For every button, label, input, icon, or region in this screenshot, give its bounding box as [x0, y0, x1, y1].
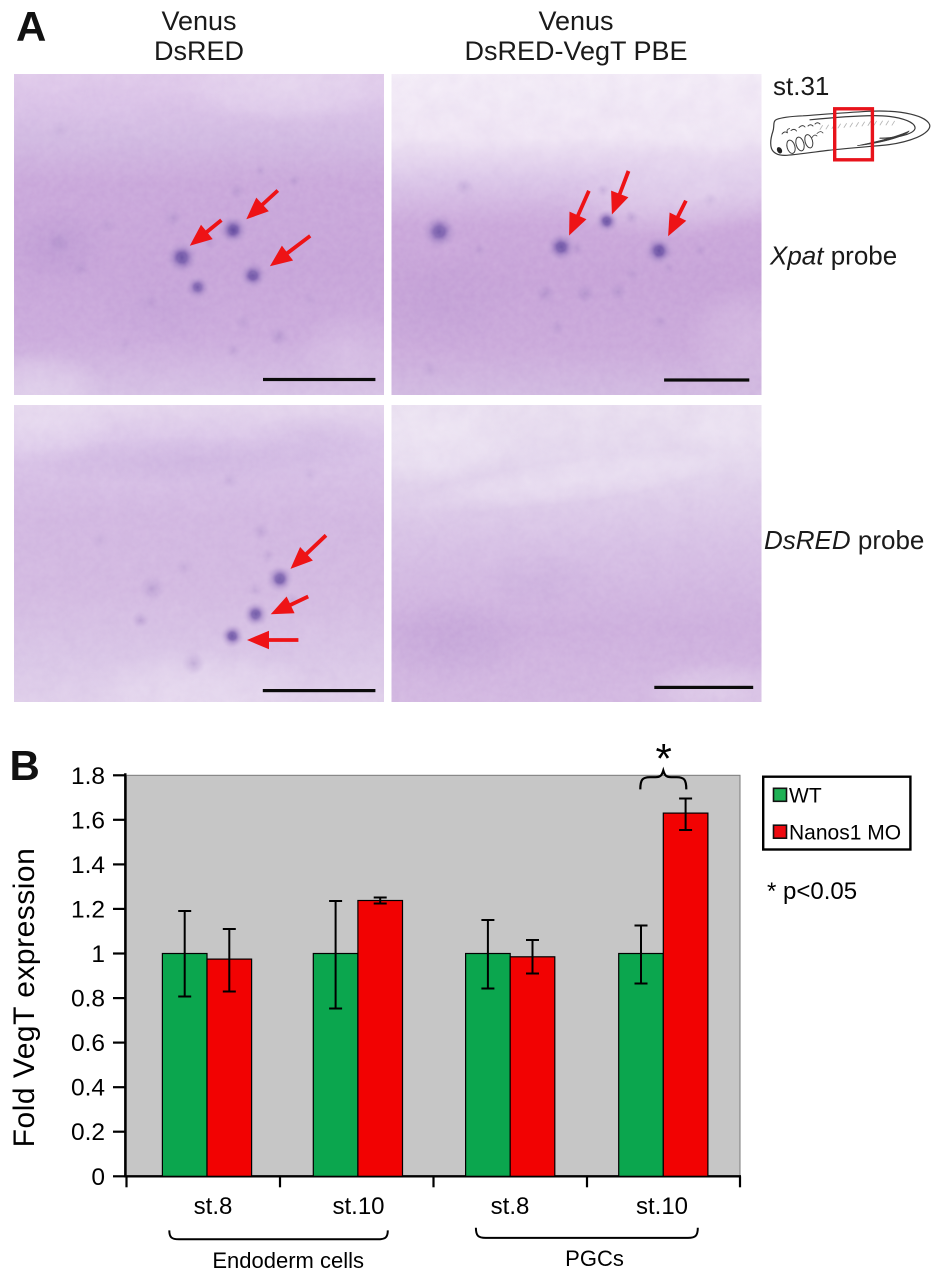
svg-text:0.8: 0.8	[71, 986, 105, 1013]
svg-text:0.4: 0.4	[71, 1075, 105, 1102]
svg-text:DsRED: DsRED	[154, 36, 244, 66]
svg-text:* p<0.05: * p<0.05	[767, 878, 857, 905]
svg-text:Venus: Venus	[161, 6, 236, 36]
svg-text:*: *	[656, 735, 672, 782]
svg-text:st.8: st.8	[491, 1193, 530, 1220]
svg-text:st.10: st.10	[636, 1193, 688, 1220]
svg-text:PGCs: PGCs	[565, 1246, 624, 1271]
svg-text:1.8: 1.8	[71, 763, 105, 790]
svg-text:DsRED probe: DsRED probe	[764, 525, 924, 555]
svg-text:B: B	[10, 742, 40, 789]
svg-text:0.6: 0.6	[71, 1030, 105, 1057]
svg-text:DsRED-VegT PBE: DsRED-VegT PBE	[464, 36, 687, 66]
svg-text:1.4: 1.4	[71, 852, 105, 879]
svg-text:Endoderm cells: Endoderm cells	[212, 1248, 364, 1273]
svg-text:Venus: Venus	[538, 6, 613, 36]
svg-text:0.2: 0.2	[71, 1119, 105, 1146]
svg-text:1.6: 1.6	[71, 807, 105, 834]
svg-text:WT: WT	[789, 785, 822, 808]
svg-text:1.2: 1.2	[71, 896, 105, 923]
svg-text:1: 1	[91, 941, 105, 968]
svg-text:Fold VegT expression: Fold VegT expression	[8, 848, 41, 1148]
svg-text:Nanos1 MO: Nanos1 MO	[789, 822, 901, 845]
svg-text:Xpat probe: Xpat probe	[769, 241, 897, 271]
svg-text:0: 0	[91, 1164, 105, 1191]
svg-text:st.31: st.31	[773, 71, 829, 101]
svg-text:A: A	[16, 3, 46, 50]
svg-text:st.8: st.8	[194, 1193, 233, 1220]
svg-text:st.10: st.10	[332, 1193, 384, 1220]
